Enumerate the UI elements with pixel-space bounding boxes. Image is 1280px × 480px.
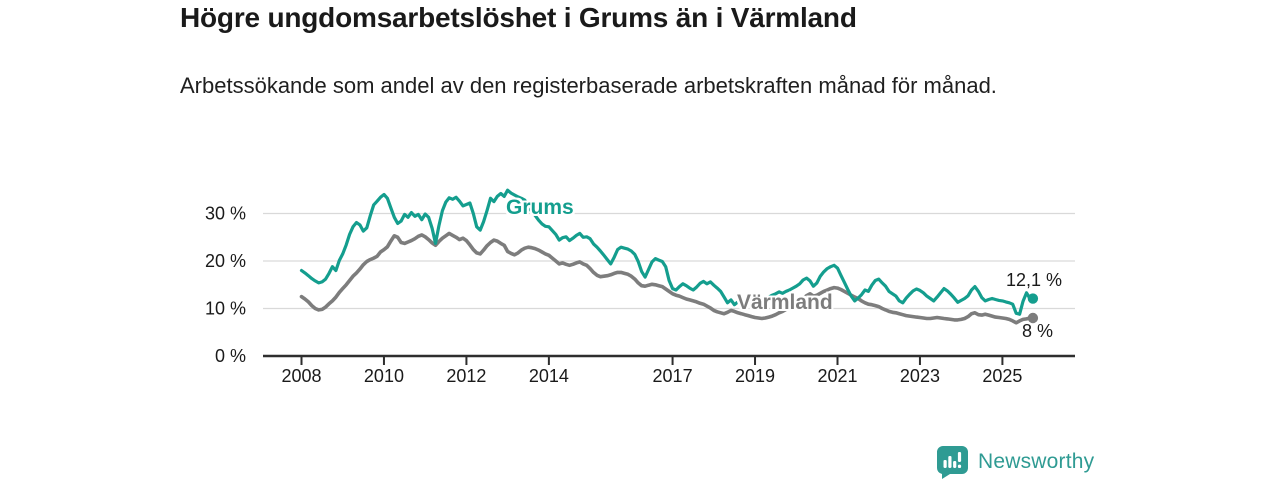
series-label-grums: Grums bbox=[506, 196, 574, 219]
y-tick-label-30: 30 % bbox=[205, 204, 246, 224]
series-label-varmland: Värmland bbox=[737, 291, 833, 314]
chart-series bbox=[299, 188, 1032, 325]
x-tick-label-2008: 2008 bbox=[281, 366, 321, 386]
line-grums bbox=[299, 188, 1032, 316]
x-tick-label-2010: 2010 bbox=[364, 366, 404, 386]
x-tick-label-2019: 2019 bbox=[735, 366, 775, 386]
newsworthy-chart-bubble-icon bbox=[936, 446, 968, 479]
end-dot-grums bbox=[1027, 293, 1039, 304]
x-tick-label-2012: 2012 bbox=[446, 366, 486, 386]
x-axis bbox=[263, 354, 1075, 365]
y-tick-label-10: 10 % bbox=[205, 299, 246, 319]
axis-tick-labels: 0 % 10 % 20 % 30 % 2008 2010 2012 2014 2017 2019 2… bbox=[205, 204, 1022, 387]
brand-name: Newsworthy bbox=[978, 450, 1095, 473]
x-tick-label-2021: 2021 bbox=[817, 366, 857, 386]
line-värmland bbox=[299, 231, 1032, 325]
page-title: Högre ungdomsarbetslöshet i Grums än i V… bbox=[180, 2, 857, 33]
chart-subtitle: Arbetssökande som andel av den registerb… bbox=[180, 73, 997, 98]
x-tick-label-2023: 2023 bbox=[900, 366, 940, 386]
newsworthy-logo[interactable]: Newsworthy bbox=[936, 445, 1094, 479]
y-tick-label-0: 0 % bbox=[215, 346, 246, 366]
end-value-label-grums: 12,1 % bbox=[1006, 270, 1063, 290]
end-point-dots bbox=[1027, 293, 1039, 324]
x-tick-label-2025: 2025 bbox=[982, 366, 1022, 386]
x-tick-label-2017: 2017 bbox=[653, 366, 693, 386]
gridlines bbox=[263, 212, 1075, 310]
y-tick-label-20: 20 % bbox=[205, 251, 246, 271]
x-tick-label-2014: 2014 bbox=[529, 366, 569, 386]
end-value-label-varmland: 8 % bbox=[1022, 321, 1054, 341]
end-dot-värmland bbox=[1027, 312, 1039, 324]
